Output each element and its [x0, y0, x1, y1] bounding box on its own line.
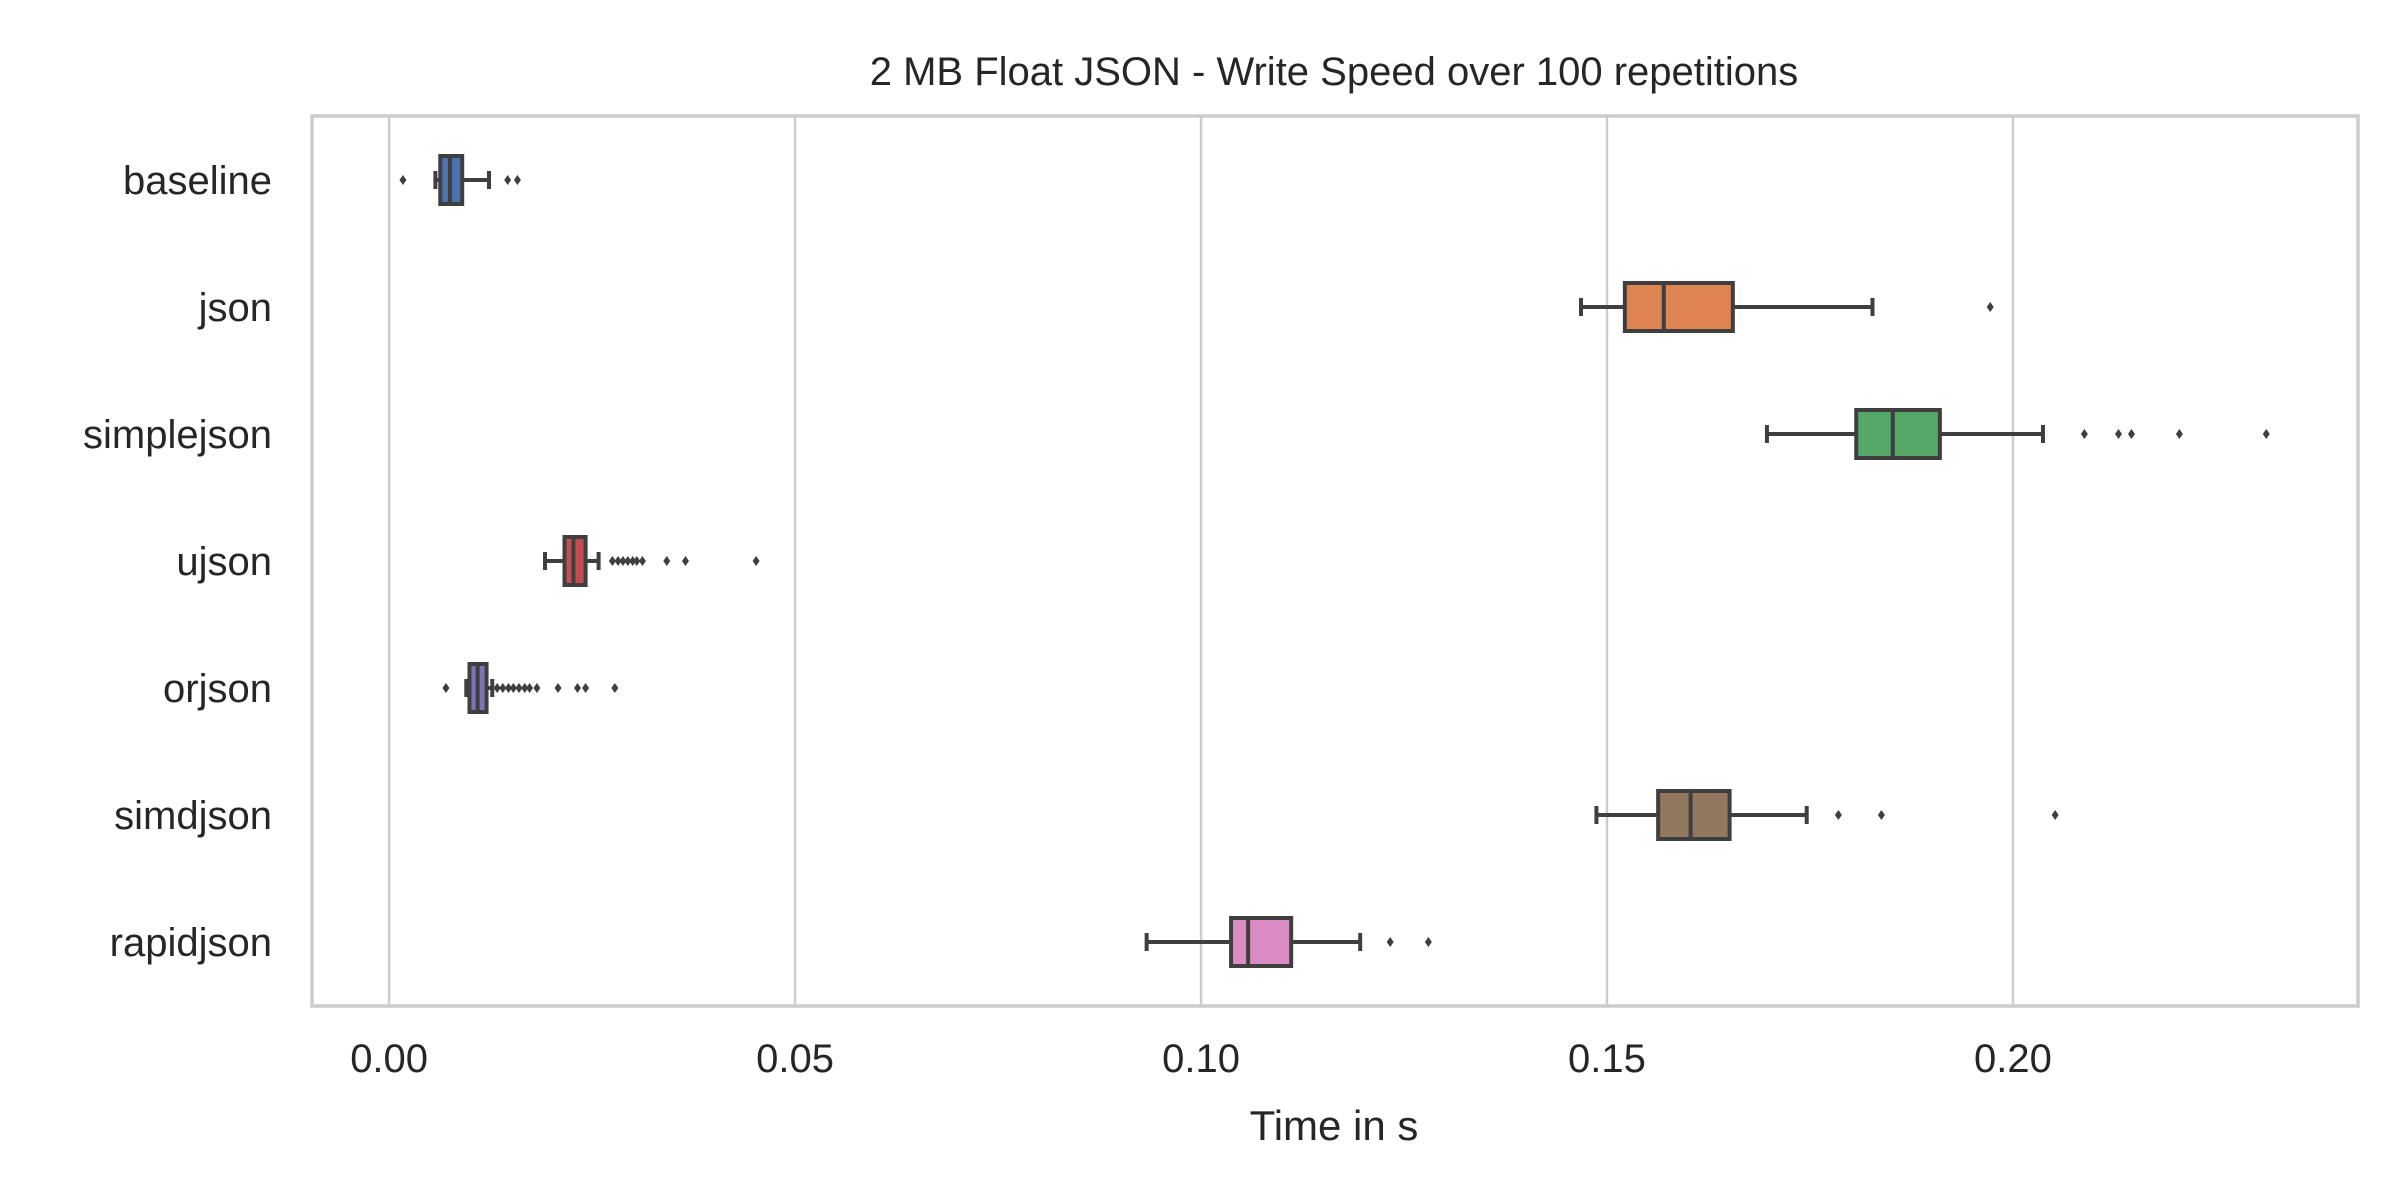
outlier-point: [752, 556, 760, 566]
y-tick-label: simdjson: [114, 794, 272, 838]
y-tick-label: baseline: [123, 159, 272, 203]
iqr-box: [1854, 408, 1942, 460]
outlier-point: [1877, 810, 1885, 820]
outlier-point: [2114, 429, 2122, 439]
outlier-point: [493, 683, 501, 693]
x-tick-labels: 0.00 0.05 0.10 0.15 0.20: [350, 1037, 2052, 1081]
iqr-box: [1622, 281, 1735, 333]
x-tick-label: 0.00: [350, 1037, 428, 1081]
outlier-point: [629, 556, 637, 566]
grid-lines: [387, 116, 2015, 1006]
outlier-point: [2080, 429, 2088, 439]
outlier-point: [513, 175, 521, 185]
y-tick-label: rapidjson: [110, 921, 272, 965]
box-group-ujson: [543, 535, 760, 587]
x-axis-label: Time in s: [1250, 1102, 1419, 1149]
outlier-point: [554, 683, 562, 693]
box-group-json: [1579, 281, 1994, 333]
x-tick-label: 0.15: [1568, 1037, 1646, 1081]
outlier-point: [526, 683, 534, 693]
outlier-point: [611, 683, 619, 693]
outlier-point: [1986, 302, 1994, 312]
box-group-simplejson: [1764, 408, 2270, 460]
box-group-orjson: [442, 662, 619, 714]
outlier-point: [638, 556, 646, 566]
outlier-point: [614, 556, 622, 566]
outlier-point: [2262, 429, 2270, 439]
outlier-point: [619, 556, 627, 566]
outlier-point: [509, 683, 517, 693]
box-group-simdjson: [1594, 789, 2059, 841]
outlier-point: [681, 556, 689, 566]
y-tick-label: simplejson: [83, 413, 272, 457]
outlier-point: [515, 683, 523, 693]
outlier-point: [573, 683, 581, 693]
outlier-point: [504, 683, 512, 693]
outlier-point: [399, 175, 407, 185]
boxes: [399, 154, 2270, 968]
outlier-point: [633, 556, 641, 566]
outlier-point: [2051, 810, 2059, 820]
x-tick-label: 0.10: [1162, 1037, 1240, 1081]
iqr-box: [1656, 789, 1732, 841]
outlier-point: [504, 175, 512, 185]
iqr-box: [1229, 916, 1294, 968]
outlier-point: [442, 683, 450, 693]
box-group-baseline: [399, 154, 521, 206]
box-group-rapidjson: [1144, 916, 1432, 968]
outlier-point: [2175, 429, 2183, 439]
chart-title: 2 MB Float JSON - Write Speed over 100 r…: [870, 50, 1799, 94]
outlier-point: [2127, 429, 2135, 439]
outlier-point: [1424, 937, 1432, 947]
y-tick-labels: baseline json simplejson ujson orjson simdjso…: [83, 159, 272, 965]
outlier-point: [663, 556, 671, 566]
x-tick-label: 0.05: [756, 1037, 834, 1081]
outlier-point: [582, 683, 590, 693]
plot-frame: [310, 114, 2360, 1008]
outlier-point: [624, 556, 632, 566]
outlier-point: [1386, 937, 1394, 947]
x-tick-label: 0.20: [1974, 1037, 2052, 1081]
y-tick-label: orjson: [163, 667, 272, 711]
outlier-point: [521, 683, 529, 693]
outlier-point: [608, 556, 616, 566]
y-tick-label: json: [198, 286, 272, 330]
outlier-point: [533, 683, 541, 693]
y-tick-label: ujson: [176, 540, 272, 584]
outlier-point: [499, 683, 507, 693]
outlier-point: [1834, 810, 1842, 820]
